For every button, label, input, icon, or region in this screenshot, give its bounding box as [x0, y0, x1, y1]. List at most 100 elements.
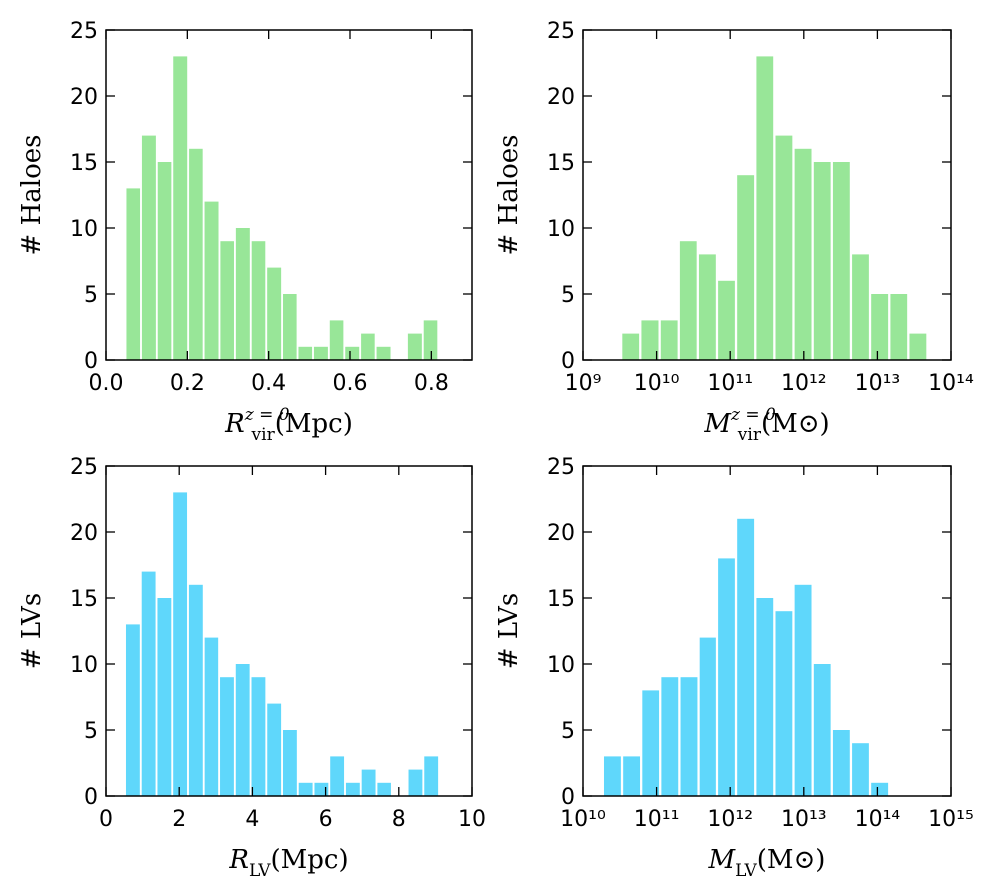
x-label-unit: (M⊙) [761, 409, 830, 439]
bar [220, 677, 234, 796]
x-tick-label: 6 [319, 807, 333, 832]
bar [126, 188, 141, 360]
bar [283, 294, 297, 360]
y-tick-label: 25 [70, 455, 98, 480]
bar [407, 333, 422, 360]
bar [157, 598, 172, 796]
x-tick-label: 0.8 [414, 371, 449, 396]
x-tick-label: 0.4 [251, 371, 286, 396]
bar [251, 677, 266, 796]
bar [220, 241, 234, 360]
bar [679, 241, 697, 360]
y-tick-label: 15 [547, 151, 575, 176]
bar [871, 782, 889, 796]
bar [660, 320, 678, 360]
bar [641, 320, 659, 360]
x-tick-label: 0.2 [170, 371, 205, 396]
bar [737, 175, 755, 360]
bar [423, 320, 438, 360]
bar [173, 492, 188, 796]
bar [775, 611, 793, 796]
bar [813, 162, 831, 360]
bar [361, 769, 376, 796]
x-axis-label: Rz = 0 vir(Mpc) [224, 405, 353, 445]
bar [623, 756, 641, 796]
y-tick-label: 10 [547, 653, 575, 678]
bar [314, 782, 329, 796]
bar [890, 294, 908, 360]
x-label-symbol: R [228, 845, 249, 875]
x-label-subscript: vir [737, 425, 762, 445]
bar [813, 664, 831, 796]
bar [141, 135, 156, 360]
x-tick-label: 10¹³ [781, 807, 827, 832]
x-axis-label: RLV(Mpc) [228, 845, 348, 881]
x-tick-label: 10¹¹ [707, 371, 753, 396]
x-axis-label: MLV(M⊙) [708, 845, 826, 881]
bar [794, 148, 812, 360]
x-tick-label: 10¹⁰ [634, 371, 680, 396]
x-label-subscript: vir [251, 425, 276, 445]
bar [680, 677, 698, 796]
bar [718, 280, 735, 360]
y-tick-label: 10 [547, 217, 575, 242]
bar [235, 228, 250, 360]
y-tick-label: 15 [70, 587, 98, 612]
bar [408, 769, 423, 796]
bar [377, 782, 391, 796]
bar [298, 782, 313, 796]
bar [125, 624, 140, 796]
y-tick-label: 15 [547, 587, 575, 612]
bar [794, 584, 812, 796]
bar [141, 571, 156, 796]
bar [345, 346, 360, 360]
bar [235, 664, 250, 796]
y-tick-label: 5 [84, 719, 98, 744]
y-tick-label: 15 [70, 151, 98, 176]
y-tick-label: 10 [70, 217, 98, 242]
bar [832, 730, 850, 796]
bar [622, 333, 640, 360]
plot-frame [582, 465, 952, 797]
y-axis-label: # Haloes [494, 135, 524, 256]
x-label-symbol: M [703, 409, 732, 439]
bar [157, 162, 172, 360]
x-tick-label: 10¹⁴ [928, 371, 974, 396]
bar [642, 690, 660, 796]
x-tick-label: 8 [392, 807, 406, 832]
bar [756, 56, 774, 361]
bar [737, 518, 755, 796]
plot-frame [105, 465, 473, 797]
x-label-subscript: LV [735, 861, 757, 881]
bar [852, 254, 869, 360]
bar [188, 584, 203, 796]
bar [173, 56, 188, 361]
x-label-unit: (Mpc) [275, 409, 353, 439]
y-tick-label: 5 [561, 719, 575, 744]
y-axis-label: # Haloes [17, 135, 47, 256]
y-tick-label: 20 [70, 521, 98, 546]
bar [345, 782, 360, 796]
bar [756, 598, 774, 796]
y-tick-label: 10 [70, 653, 98, 678]
plot-frame [582, 29, 952, 361]
y-axis-label: # LVs [17, 593, 47, 669]
bar [603, 756, 621, 796]
bar [424, 756, 439, 796]
bar [189, 148, 203, 360]
x-tick-label: 10¹² [781, 371, 827, 396]
y-tick-label: 0 [84, 785, 98, 810]
y-tick-label: 0 [561, 349, 575, 374]
y-axis-label: # LVs [494, 593, 524, 669]
bar [267, 267, 282, 360]
y-tick-label: 0 [84, 349, 98, 374]
x-tick-label: 10⁹ [565, 371, 602, 396]
x-axis-label: Mz = 0 vir(M⊙) [703, 405, 829, 445]
x-label-symbol: M [708, 845, 737, 875]
bar [376, 346, 391, 360]
x-tick-label: 0 [99, 807, 113, 832]
bar [852, 743, 869, 796]
x-label-superscript: z = 0 [730, 405, 776, 425]
y-tick-label: 5 [84, 283, 98, 308]
